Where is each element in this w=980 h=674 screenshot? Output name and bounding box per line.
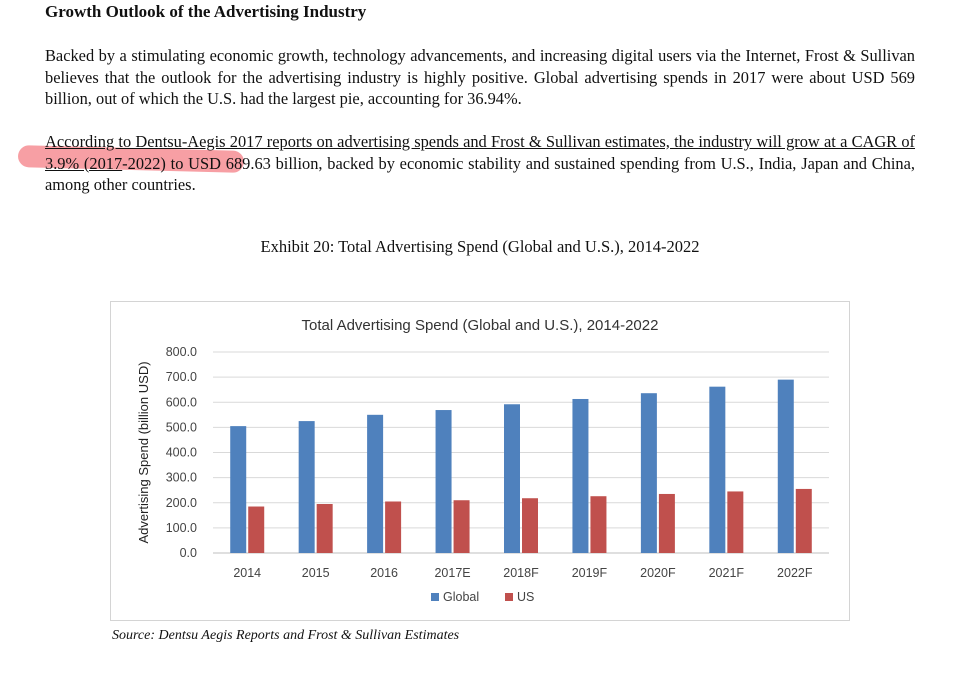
legend-label-global: Global <box>443 590 479 604</box>
x-tick-label: 2022F <box>777 566 813 580</box>
bar-us <box>590 496 607 553</box>
bar-chart: Total Advertising Spend (Global and U.S.… <box>136 317 829 604</box>
bar-us <box>727 491 744 553</box>
paragraph-2-highlighted: at a CAGR of 3.9% (2017 <box>45 132 916 173</box>
bar-global <box>777 379 794 553</box>
paragraph-2-part3: -2022) to USD 689.63 billion, backed by … <box>45 153 915 195</box>
paragraph-2-part1: According to Dentsu-Aegis 2017 reports o… <box>45 132 824 151</box>
bar-us <box>316 504 333 553</box>
y-tick-label: 800.0 <box>166 345 197 359</box>
y-tick-label: 600.0 <box>166 395 197 409</box>
y-tick-label: 500.0 <box>166 420 197 434</box>
x-tick-label: 2017E <box>434 566 470 580</box>
x-tick-label: 2019F <box>572 566 608 580</box>
bar-global <box>367 414 384 553</box>
bar-us <box>453 500 470 553</box>
legend-label-us: US <box>517 590 534 604</box>
y-tick-label: 400.0 <box>166 446 197 460</box>
x-tick-label: 2021F <box>709 566 745 580</box>
chart-container: Total Advertising Spend (Global and U.S.… <box>110 301 850 621</box>
bar-global <box>572 398 589 553</box>
source-note: Source: Dentsu Aegis Reports and Frost &… <box>112 628 460 643</box>
paragraph-2: According to Dentsu-Aegis 2017 reports o… <box>45 131 915 196</box>
x-tick-label: 2020F <box>640 566 676 580</box>
y-tick-label: 700.0 <box>166 370 197 384</box>
bar-us <box>522 498 538 553</box>
chart-title: Total Advertising Spend (Global and U.S.… <box>302 317 659 334</box>
paragraph-1: Backed by a stimulating economic growth,… <box>45 46 915 108</box>
y-tick-label: 200.0 <box>166 496 197 510</box>
x-tick-label: 2014 <box>233 566 261 580</box>
x-tick-label: 2018F <box>503 566 539 580</box>
bar-us <box>248 506 265 553</box>
bar-global <box>230 426 247 553</box>
legend-swatch-us <box>505 593 513 601</box>
exhibit-title: Exhibit 20: Total Advertising Spend (Glo… <box>260 237 700 256</box>
y-tick-label: 300.0 <box>166 471 197 485</box>
y-tick-label: 100.0 <box>166 521 197 535</box>
x-tick-label: 2015 <box>302 566 330 580</box>
bar-global <box>298 421 315 553</box>
bar-us <box>385 501 402 553</box>
bar-us <box>658 493 675 553</box>
x-tick-label: 2016 <box>370 566 398 580</box>
bar-global <box>640 393 657 553</box>
bar-global <box>709 386 726 553</box>
section-heading: Growth Outlook of the Advertising Indust… <box>45 2 367 21</box>
y-axis-label: Advertising Spend (billion USD) <box>136 361 151 543</box>
bar-global <box>504 404 520 553</box>
y-tick-label: 0.0 <box>180 546 197 560</box>
bar-global <box>435 410 452 553</box>
legend-swatch-global <box>431 593 439 601</box>
bar-us <box>795 488 812 553</box>
